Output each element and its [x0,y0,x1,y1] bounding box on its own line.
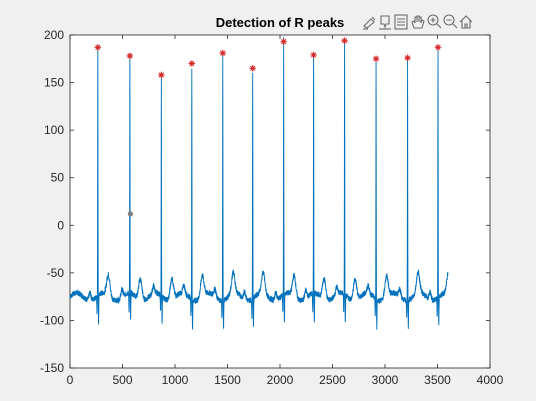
x-axis: 0 500 1000 1500 2000 2500 3000 3500 4000 [67,35,504,387]
r-peak-marker-layer [94,37,442,217]
x-tick-label: 4000 [477,373,504,387]
zoom-in-icon[interactable] [427,14,442,29]
y-axis: -150 -100 -50 0 50 100 150 200 [40,28,490,375]
r-peak-marker [280,38,287,45]
x-tick-label: 1500 [214,373,241,387]
r-peak-marker [126,52,134,60]
r-peak-marker [249,65,256,72]
chart-title: Detection of R peaks [216,15,345,30]
zoom-out-icon[interactable] [443,14,458,29]
y-tick-label: 150 [44,76,64,90]
x-tick-label: 2000 [267,373,294,387]
pan-icon[interactable] [411,15,425,29]
ecg-signal-line [69,37,449,330]
x-tick-label: 500 [112,373,132,387]
r-peak-marker [158,71,165,79]
r-peak-marker [310,51,317,59]
axes-background [69,34,491,369]
r-peak-marker [219,49,226,57]
x-tick-label: 3000 [372,373,399,387]
home-icon[interactable] [459,15,473,29]
axes-toolbar [363,14,473,30]
r-peak-marker [372,55,380,62]
r-peak-marker [94,44,102,51]
y-tick-label: 200 [44,28,64,42]
r-peak-marker [404,54,411,62]
brush-icon[interactable] [363,16,376,30]
y-tick-label: 0 [57,218,64,232]
y-tick-label: 50 [51,171,65,185]
r-peak-marker [341,37,348,44]
x-tick-label: 2500 [319,373,346,387]
y-tick-label: -150 [40,361,64,375]
ecg-signal-layer [69,37,449,330]
r-peak-marker [434,44,442,51]
data-tips-icon[interactable] [379,15,391,30]
y-tick-label: -50 [47,266,65,280]
x-tick-label: 0 [67,373,74,387]
x-tick-label: 1000 [162,373,189,387]
legend-icon[interactable] [394,14,408,30]
y-tick-label: -100 [40,313,64,327]
y-tick-label: 100 [44,123,64,137]
data-cursor-point[interactable] [127,211,133,217]
x-tick-label: 3500 [424,373,451,387]
r-peak-marker [188,60,195,67]
